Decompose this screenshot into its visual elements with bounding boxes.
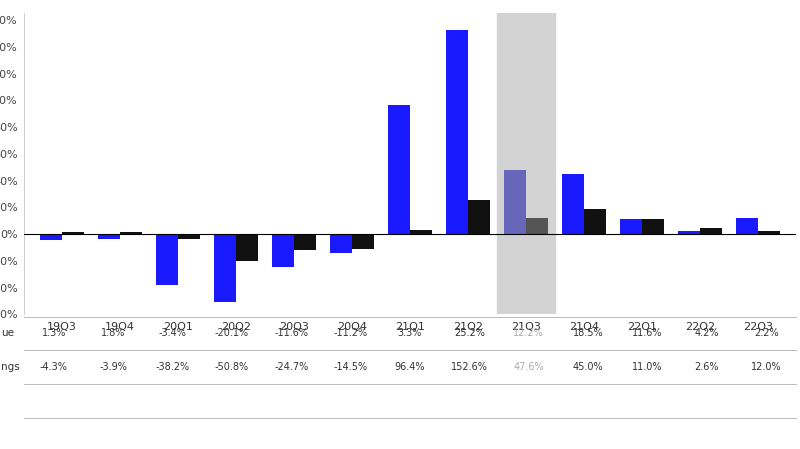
Bar [40,234,62,240]
Text: 11.6%: 11.6% [632,328,662,339]
Bar [562,174,584,234]
Text: 3.3%: 3.3% [398,328,422,339]
Text: 4.2%: 4.2% [694,328,719,339]
Bar [468,200,490,234]
Text: ue: ue [1,328,14,339]
Bar [156,234,178,285]
Bar [352,234,374,249]
Text: 12.2%: 12.2% [514,328,544,339]
Bar [446,30,468,234]
Bar [272,234,294,267]
Bar [388,105,410,234]
Text: -24.7%: -24.7% [274,362,308,372]
Text: 152.6%: 152.6% [451,362,488,372]
Text: 47.6%: 47.6% [514,362,544,372]
Bar [120,232,142,234]
Text: -3.9%: -3.9% [99,362,127,372]
Bar [330,234,352,254]
Bar [620,220,642,234]
Text: 45.0%: 45.0% [573,362,603,372]
Text: 1.3%: 1.3% [42,328,66,339]
Bar [736,218,758,234]
Text: -11.2%: -11.2% [334,328,368,339]
Bar [758,231,780,234]
Bar [178,234,200,238]
Bar [410,230,432,234]
Text: -11.6%: -11.6% [274,328,308,339]
Text: 11.0%: 11.0% [632,362,662,372]
Bar [98,234,120,239]
Bar [236,234,258,261]
Bar [294,234,316,250]
Bar [526,218,548,234]
Text: -14.5%: -14.5% [334,362,368,372]
Bar [584,209,606,234]
Bar [497,13,555,314]
Bar [504,171,526,234]
Bar [642,219,664,234]
Bar [214,234,236,302]
Text: -50.8%: -50.8% [214,362,249,372]
Text: 12.0%: 12.0% [751,362,782,372]
Text: -4.3%: -4.3% [40,362,68,372]
Text: 2.6%: 2.6% [694,362,719,372]
Bar [700,229,722,234]
Text: -20.1%: -20.1% [214,328,249,339]
Text: 96.4%: 96.4% [394,362,426,372]
Text: 25.2%: 25.2% [454,328,485,339]
Bar [678,231,700,234]
Text: 18.5%: 18.5% [573,328,603,339]
Text: -38.2%: -38.2% [155,362,190,372]
Text: 2.2%: 2.2% [754,328,778,339]
Bar [62,232,84,234]
Text: ngs: ngs [1,362,19,372]
Text: -3.4%: -3.4% [158,328,186,339]
Text: 1.8%: 1.8% [101,328,126,339]
